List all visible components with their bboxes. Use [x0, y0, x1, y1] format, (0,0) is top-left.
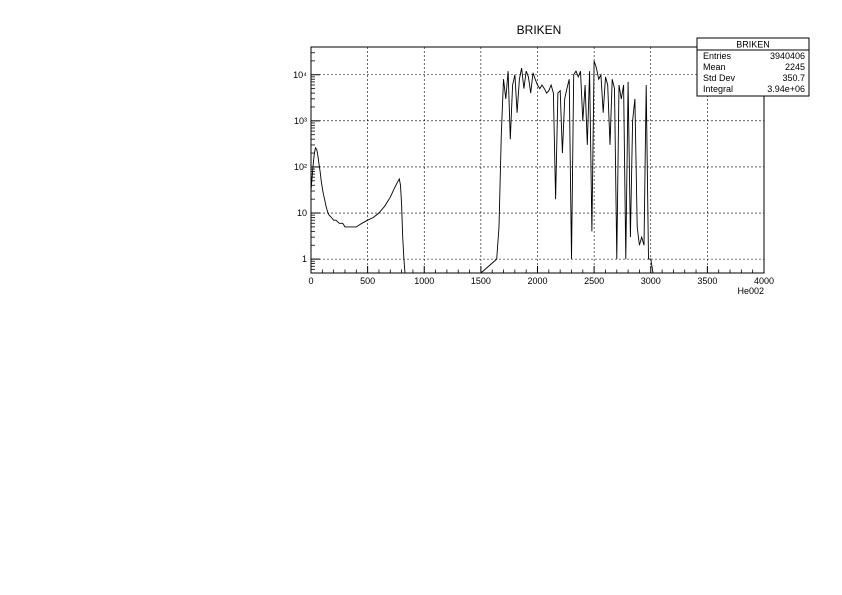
y-axis: 1 10 10² 10³ 10⁴ [293, 46, 320, 274]
x-tick-label: 2500 [584, 276, 604, 286]
grid [311, 47, 764, 273]
stats-label-mean: Mean [703, 62, 726, 72]
x-tick-label: 1500 [471, 276, 491, 286]
stats-label-stddev: Std Dev [703, 73, 736, 83]
x-tick-label: 2000 [527, 276, 547, 286]
stats-box: BRIKEN Entries 3940406 Mean 2245 Std Dev… [696, 37, 810, 97]
y-tick-label: 10 [297, 208, 307, 218]
x-tick-label: 0 [308, 276, 313, 286]
x-axis: 0 500 1000 1500 2000 2500 3000 3500 4000 [308, 266, 774, 286]
x-tick-label: 1000 [414, 276, 434, 286]
x-tick-label: 500 [360, 276, 375, 286]
stats-value-entries: 3940406 [770, 51, 805, 61]
stats-value-stddev: 350.7 [782, 73, 805, 83]
x-tick-label: 3500 [697, 276, 717, 286]
y-tick-label: 10² [294, 162, 307, 172]
x-axis-title: He002 [737, 286, 764, 296]
y-tick-label: 10³ [294, 116, 307, 126]
y-tick-label: 1 [302, 254, 307, 264]
stats-label-entries: Entries [703, 51, 732, 61]
stats-box-frame [696, 37, 810, 97]
stats-box-title: BRIKEN [736, 40, 770, 50]
y-tick-label: 10⁴ [293, 70, 307, 80]
series-group [310, 60, 764, 274]
chart-title: BRIKEN [517, 23, 562, 37]
x-tick-label: 3000 [641, 276, 661, 286]
x-tick-label: 4000 [754, 276, 774, 286]
stats-value-mean: 2245 [785, 62, 805, 72]
stats-label-integral: Integral [703, 84, 733, 94]
series-line [310, 60, 764, 274]
stats-value-integral: 3.94e+06 [767, 84, 805, 94]
